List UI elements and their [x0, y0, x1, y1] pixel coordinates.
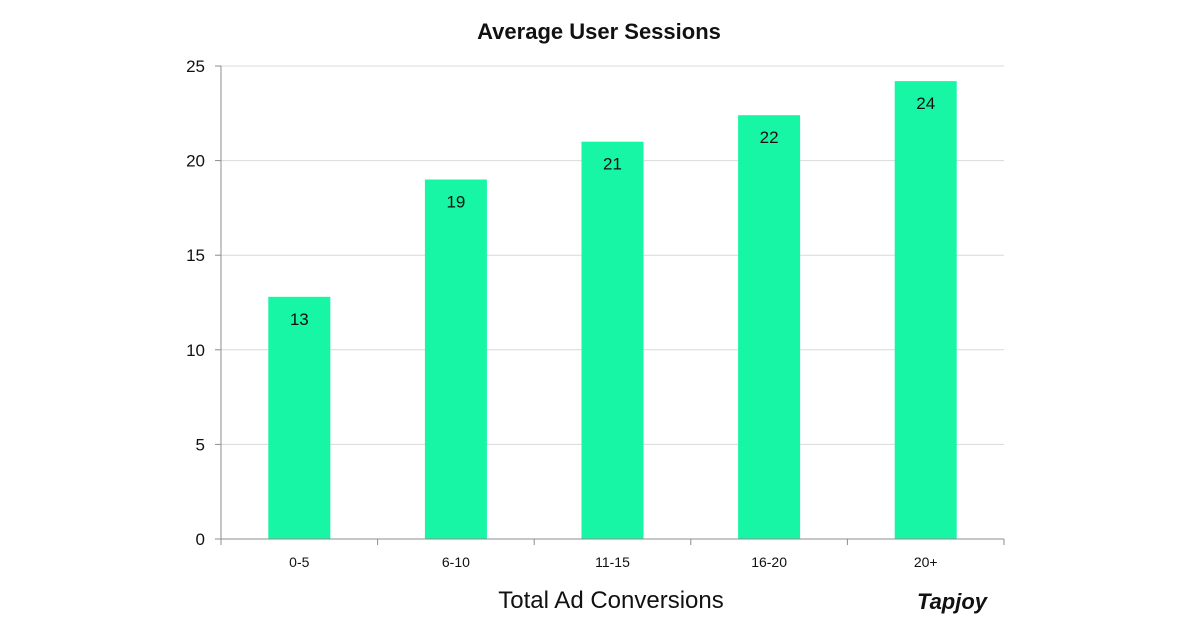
y-axis-ticks: 0 5 10 15 20 25 — [186, 57, 221, 549]
y-tick-label: 10 — [186, 341, 205, 360]
data-label: 19 — [446, 193, 465, 212]
x-axis-label: Total Ad Conversions — [498, 587, 723, 614]
y-tick-label: 20 — [186, 152, 205, 171]
bar-16-20 — [738, 115, 801, 539]
x-category-label: 16-20 — [751, 554, 787, 570]
chart-title: Average User Sessions — [477, 19, 721, 44]
x-category-label: 20+ — [914, 554, 938, 570]
y-tick-label: 25 — [186, 57, 205, 76]
data-label: 24 — [916, 94, 935, 113]
data-label: 22 — [760, 128, 779, 147]
data-label: 13 — [290, 310, 309, 329]
bar-20+ — [894, 81, 957, 540]
x-category-label: 6-10 — [442, 554, 470, 570]
data-label: 21 — [603, 155, 622, 174]
bar-0-5 — [268, 296, 331, 539]
x-category-label: 11-15 — [595, 554, 630, 570]
y-tick-label: 0 — [196, 530, 205, 549]
x-axis-categories: 0-5 6-10 11-15 16-20 20+ — [289, 554, 937, 570]
bars: 13 19 21 22 24 — [268, 81, 957, 540]
y-tick-label: 5 — [196, 435, 205, 454]
x-axis — [220, 66, 1005, 545]
x-category-label: 0-5 — [289, 554, 309, 570]
tapjoy-logo: Tapjoy — [917, 589, 989, 614]
bar-6-10 — [424, 179, 487, 539]
y-tick-label: 15 — [186, 246, 205, 265]
bar-11-15 — [581, 141, 644, 539]
